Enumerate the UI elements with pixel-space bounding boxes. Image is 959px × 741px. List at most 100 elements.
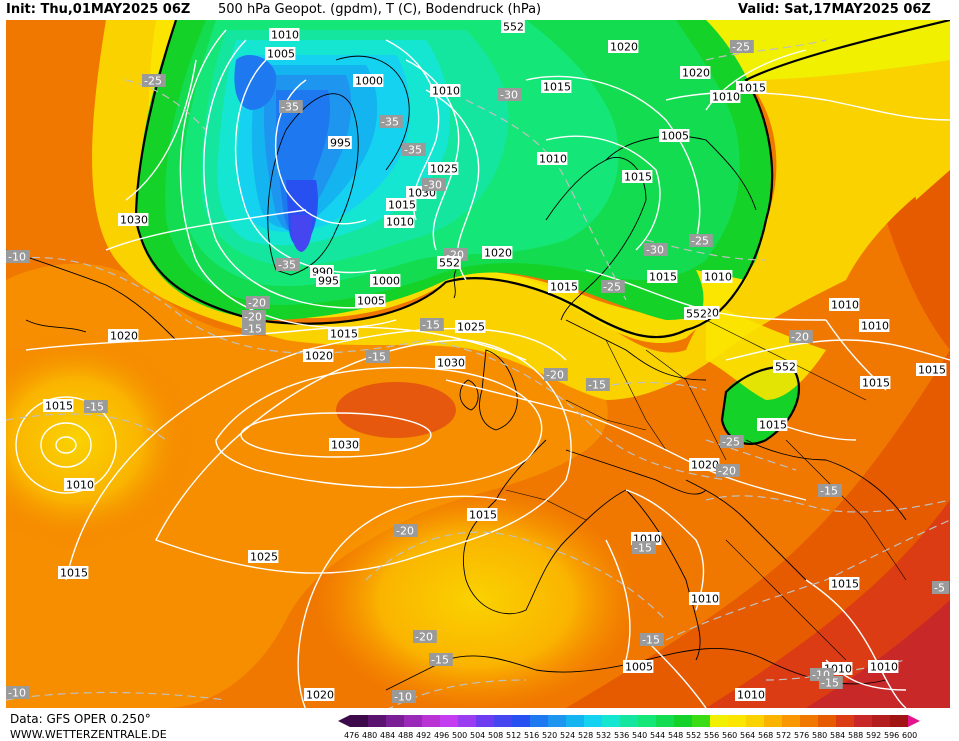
pressure-label-bg xyxy=(868,660,899,673)
pressure-label: 1010 xyxy=(737,689,765,702)
geopotential-labels: 552 552 552 552 xyxy=(437,20,797,374)
legend-swatch xyxy=(350,715,368,727)
temperature-label: -35 xyxy=(281,101,299,114)
temperature-label: -20 xyxy=(718,465,736,478)
pressure-label-bg xyxy=(303,349,334,362)
temperature-label: -35 xyxy=(404,144,422,157)
legend-tick-label: 556 xyxy=(704,731,719,740)
legend-tick-label: 568 xyxy=(758,731,773,740)
temperature-label-bg xyxy=(242,322,266,335)
pressure-label-bg xyxy=(735,688,766,701)
legend-tick-label: 520 xyxy=(542,731,557,740)
pressure-label: 1015 xyxy=(738,82,766,95)
pressure-label-bg xyxy=(386,198,417,211)
legend-swatch xyxy=(890,715,908,727)
pressure-label: 1020 xyxy=(110,330,138,343)
legend-tick-label: 588 xyxy=(848,731,863,740)
pressure-label: 1015 xyxy=(60,567,88,580)
temperature-label-bg xyxy=(819,676,843,689)
pressure-label: 1015 xyxy=(918,364,946,377)
legend-tick-label: 544 xyxy=(650,731,665,740)
temperature-label-bg xyxy=(632,541,656,554)
legend-tick-label: 512 xyxy=(506,731,521,740)
pressure-label: 1020 xyxy=(691,459,719,472)
pressure-label-bg xyxy=(435,356,466,369)
temperature-label: -20 xyxy=(546,369,564,382)
pressure-label-bg xyxy=(736,81,767,94)
legend-tick-label: 516 xyxy=(524,731,539,740)
legend-tick-label: 488 xyxy=(398,731,413,740)
temperature-label-bg xyxy=(644,243,668,256)
temperature-label: -30 xyxy=(500,89,518,102)
pressure-label-bg xyxy=(548,280,579,293)
legend-swatch xyxy=(530,715,548,727)
pressure-label: 1015 xyxy=(543,81,571,94)
pressure-label: 1030 xyxy=(331,439,359,452)
legend-tick-label: 564 xyxy=(740,731,755,740)
pressure-label-bg xyxy=(541,80,572,93)
pressure-label-bg xyxy=(647,270,678,283)
temperature-label: -10 xyxy=(8,251,26,264)
pressure-label: 1015 xyxy=(469,509,497,522)
pressure-label: 995 xyxy=(318,275,339,288)
legend-tick-label: 536 xyxy=(614,731,629,740)
pressure-label: 1015 xyxy=(550,281,578,294)
legend-swatch xyxy=(692,715,710,727)
legend-tick-label: 584 xyxy=(830,731,845,740)
pressure-label-bg xyxy=(353,74,384,87)
temperature-label-bg xyxy=(586,378,610,391)
legend-swatch xyxy=(386,715,404,727)
geopotential-label: 552 xyxy=(686,308,707,321)
pressure-label-bg xyxy=(916,363,947,376)
temperature-label: -15 xyxy=(244,323,262,336)
isobars xyxy=(15,29,950,708)
pressure-label-bg xyxy=(757,418,788,431)
pressure-label: 1005 xyxy=(267,48,295,61)
pressure-label-bg xyxy=(329,438,360,451)
legend-swatch xyxy=(746,715,764,727)
geopotential-label-bg xyxy=(773,360,797,373)
pressure-label: 1010 xyxy=(386,216,414,229)
legend-tick-label: 480 xyxy=(362,731,377,740)
temperature-label-bg xyxy=(6,250,30,263)
temperature-label-bg xyxy=(392,690,416,703)
temperature-label-bg xyxy=(730,40,754,53)
pressure-label: 1020 xyxy=(610,41,638,54)
temperature-label-bg xyxy=(818,484,842,497)
legend-swatch xyxy=(602,715,620,727)
temperature-label-bg xyxy=(402,143,426,156)
pressure-label: 1015 xyxy=(831,578,859,591)
legend-arrow-right xyxy=(908,715,920,727)
pressure-label: 1025 xyxy=(250,551,278,564)
pressure-label-bg xyxy=(859,319,890,332)
website-credit: WWW.WETTERZENTRALE.DE xyxy=(10,728,167,741)
pressure-label: 1015 xyxy=(45,400,73,413)
pressure-label-bg xyxy=(829,577,860,590)
temperature-label-bg xyxy=(366,350,390,363)
temperature-label: -15 xyxy=(368,351,386,364)
coastlines xyxy=(6,55,907,691)
legend-swatch xyxy=(728,715,746,727)
temperature-label-bg xyxy=(246,296,270,309)
temperature-label-bg xyxy=(640,633,664,646)
pressure-label: 1030 xyxy=(120,214,148,227)
temperature-label-bg xyxy=(601,280,625,293)
legend-swatch xyxy=(422,715,440,727)
geopotential-label: 552 xyxy=(503,21,524,34)
temperature-label: -35 xyxy=(278,259,296,272)
legend-arrow-left xyxy=(338,715,350,727)
pressure-label: 1005 xyxy=(661,130,689,143)
pressure-label: 1025 xyxy=(430,163,458,176)
temperature-label: -20 xyxy=(244,311,262,324)
pressure-label-bg xyxy=(370,274,401,287)
legend-tick-label: 560 xyxy=(722,731,737,740)
pressure-label-bg xyxy=(623,660,654,673)
temperature-label: -10 xyxy=(394,691,412,704)
pressure-label: 1010 xyxy=(712,91,740,104)
pressure-label: 1010 xyxy=(704,271,732,284)
legend-swatch xyxy=(440,715,458,727)
pressure-label-bg xyxy=(702,270,733,283)
temperature-label-bg xyxy=(379,115,403,128)
pressure-label: 1010 xyxy=(66,479,94,492)
